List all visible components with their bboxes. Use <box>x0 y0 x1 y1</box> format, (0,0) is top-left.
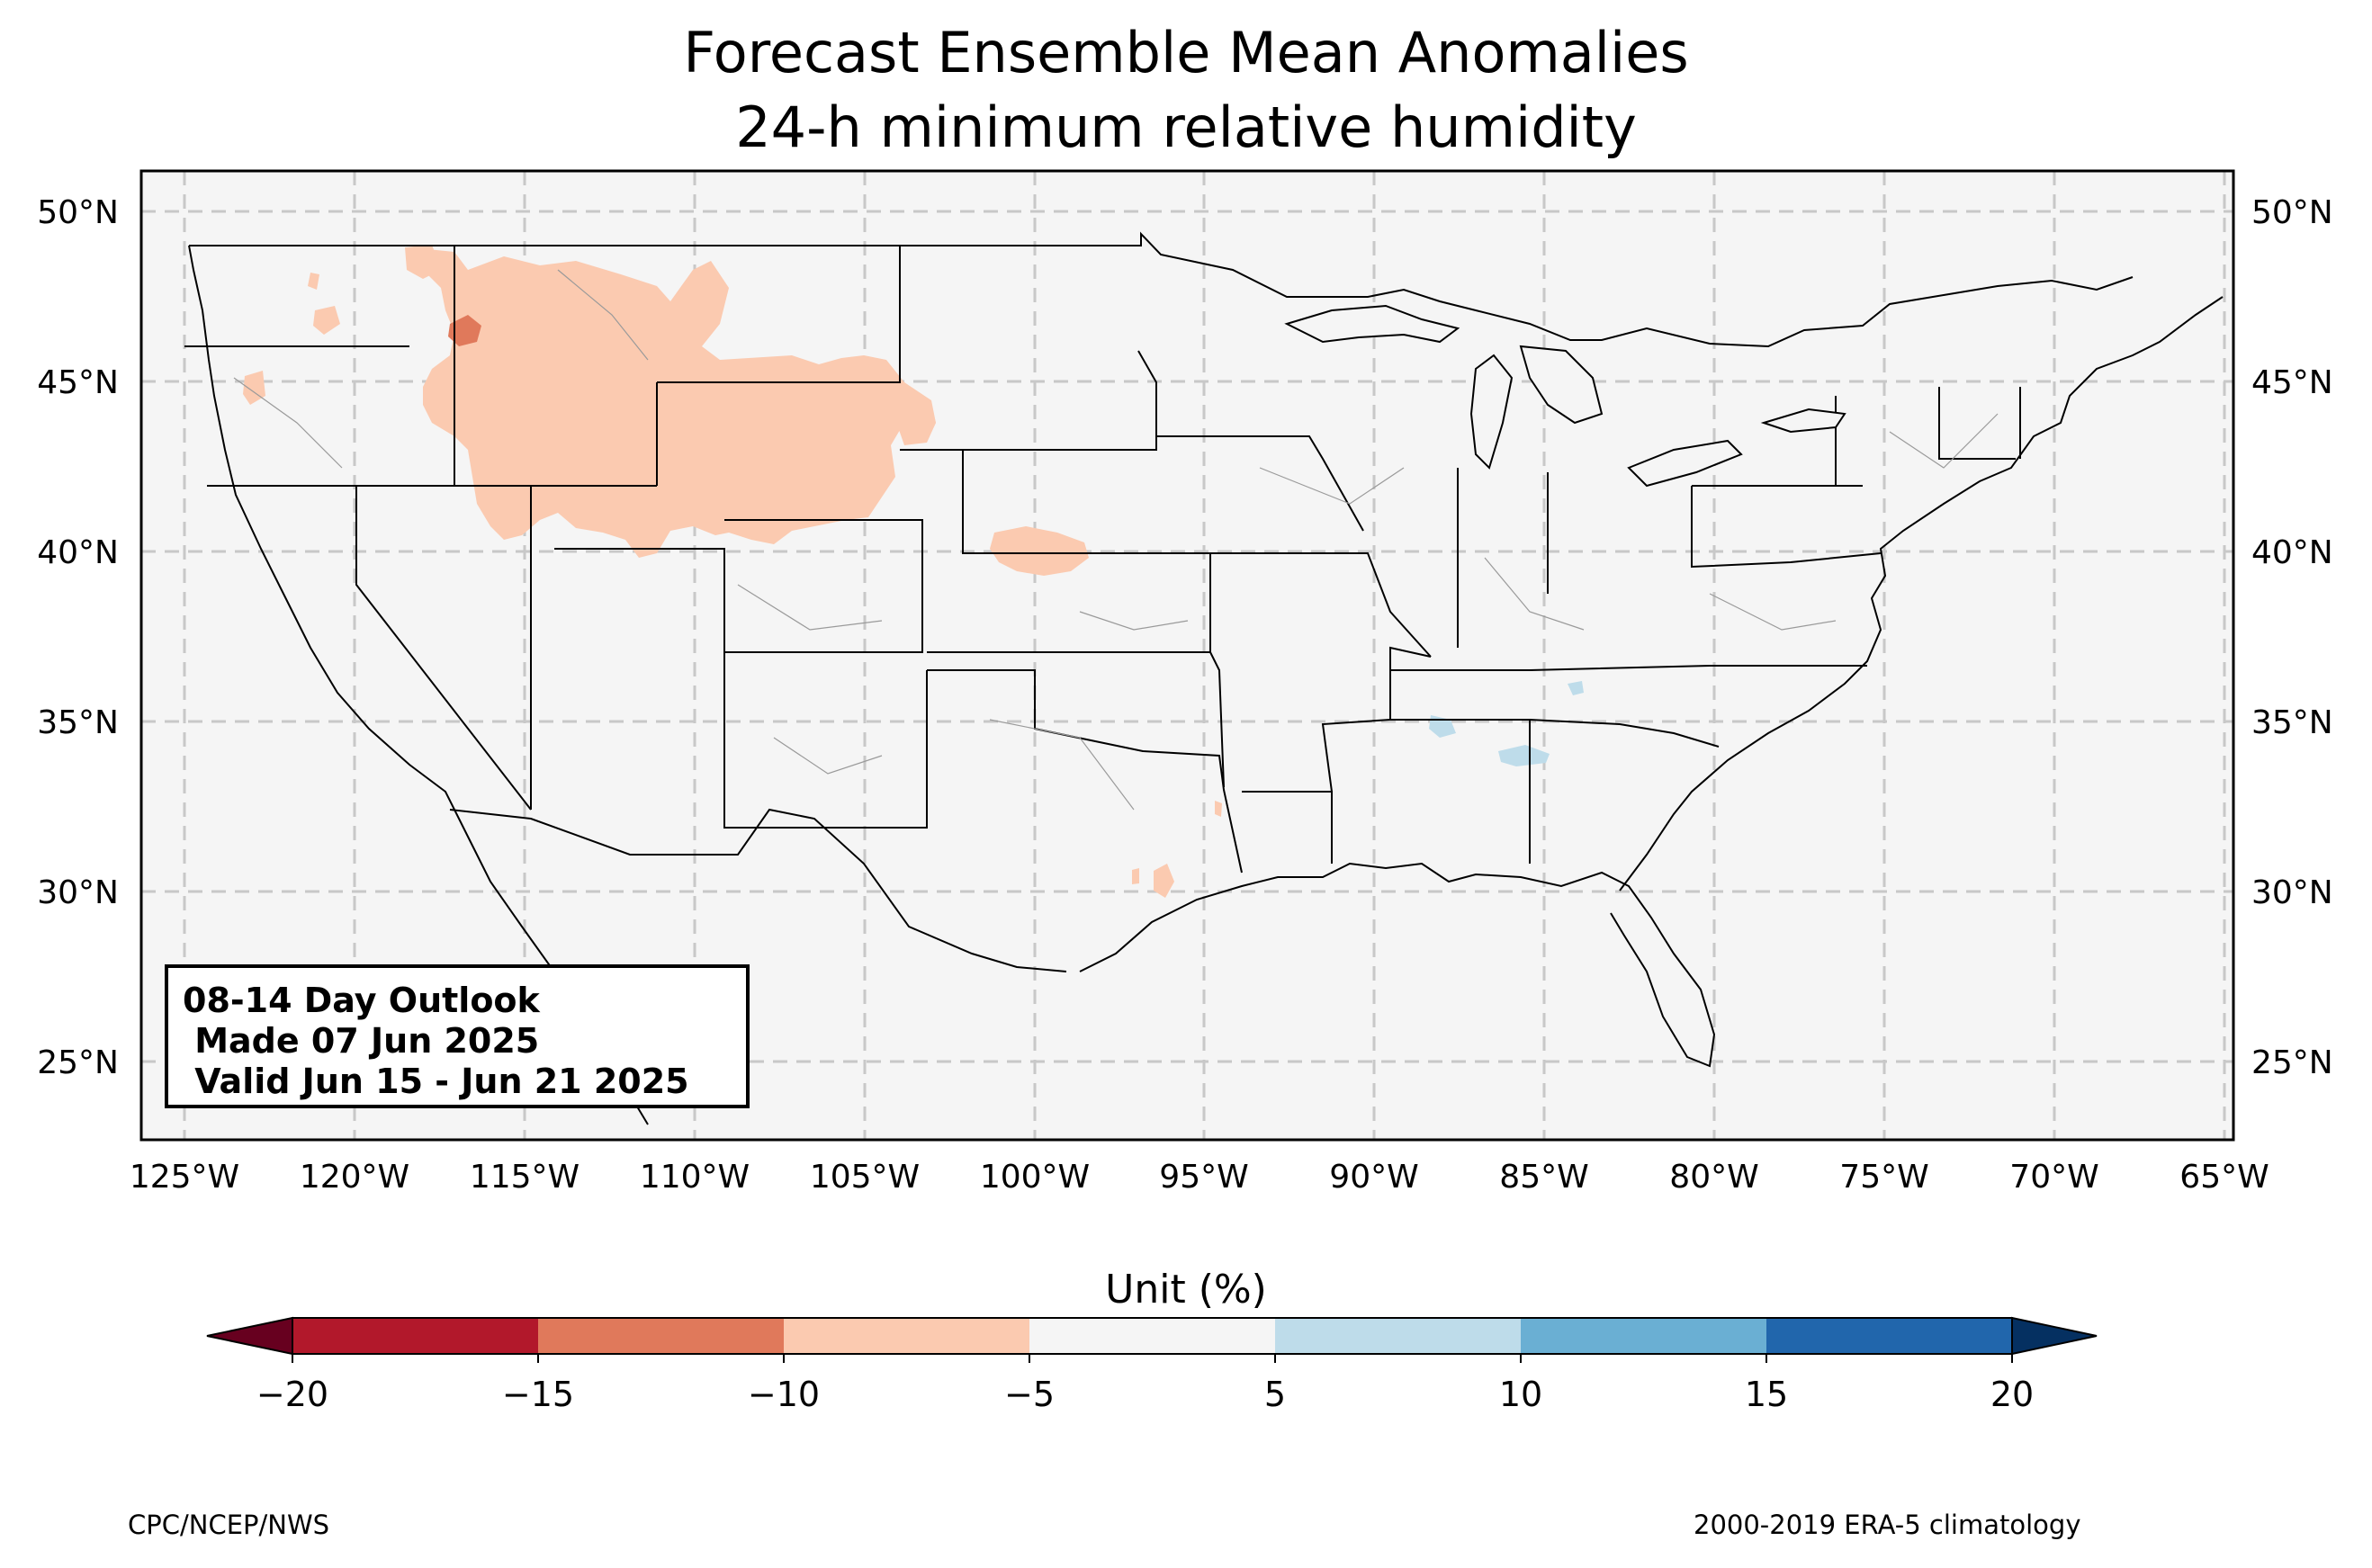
colorbar-tick-m5: −5 <box>1004 1375 1055 1414</box>
colorbar-bin-4 <box>1275 1318 1521 1354</box>
lat-label-30-right: 30°N <box>2251 874 2333 911</box>
lat-labels-left: 50°N 45°N 40°N 35°N 30°N 25°N <box>37 194 119 1081</box>
lon-label-120: 120°W <box>300 1159 409 1196</box>
climatology-text: 2000-2019 ERA-5 climatology <box>1694 1510 2081 1540</box>
lat-label-45-right: 45°N <box>2251 364 2333 401</box>
boundaries <box>184 231 2224 1125</box>
outlook-made-date: Made 07 Jun 2025 <box>183 1021 540 1061</box>
colorbar-bin-3 <box>1029 1318 1275 1354</box>
colorbar-bin-6 <box>1766 1318 2012 1354</box>
great-lakes <box>1284 304 1846 488</box>
lon-label-110: 110°W <box>640 1159 750 1196</box>
lon-label-90: 90°W <box>1329 1159 1418 1196</box>
outlook-period: 08-14 Day Outlook <box>183 981 540 1020</box>
lat-label-40-right: 40°N <box>2251 534 2333 571</box>
colorbar-tick-m20: −20 <box>256 1375 328 1414</box>
anomaly-shading <box>243 245 1584 898</box>
anomaly-northern-rockies <box>409 247 936 558</box>
lat-label-35-right: 35°N <box>2251 704 2333 741</box>
lon-label-125: 125°W <box>130 1159 239 1196</box>
anomaly-washington-dot <box>308 273 319 290</box>
lon-label-75: 75°W <box>1839 1159 1928 1196</box>
lat-labels-right: 50°N 45°N 40°N 35°N 30°N 25°N <box>2251 194 2333 1081</box>
lon-label-70: 70°W <box>2009 1159 2098 1196</box>
lat-label-25: 25°N <box>37 1044 119 1081</box>
colorbar-tick-m10: −10 <box>748 1375 820 1414</box>
anomaly-oregon-dot <box>313 306 340 335</box>
anomaly-tennessee-valley <box>1498 745 1550 766</box>
colorbar-frame <box>292 1317 2013 1355</box>
anomaly-tennessee-dot <box>1568 681 1584 695</box>
minor-boundaries <box>233 269 1999 811</box>
colorbar-bin-5 <box>1521 1318 1766 1354</box>
anomaly-texas-2 <box>1132 868 1139 884</box>
lon-label-65: 65°W <box>2179 1159 2269 1196</box>
colorbar-tick-15: 15 <box>1745 1375 1788 1414</box>
anomaly-south-dakota <box>898 394 936 445</box>
lat-label-45: 45°N <box>37 364 119 401</box>
map-frame <box>139 169 2235 1142</box>
anomaly-idaho-core <box>448 315 481 346</box>
colorbar-unit-label: Unit (%) <box>1105 1267 1267 1313</box>
outlook-valid-range: Valid Jun 15 - Jun 21 2025 <box>183 1062 689 1101</box>
colorbar-tick-10: 10 <box>1499 1375 1542 1414</box>
credit-text: CPC/NCEP/NWS <box>128 1510 330 1540</box>
colorbar-bin-1 <box>538 1318 784 1354</box>
lon-label-95: 95°W <box>1159 1159 1248 1196</box>
lon-label-100: 100°W <box>980 1159 1090 1196</box>
colorbar-bin-2 <box>784 1318 1029 1354</box>
lon-label-85: 85°W <box>1499 1159 1588 1196</box>
lat-label-50: 50°N <box>37 194 119 231</box>
lat-label-30: 30°N <box>37 874 119 911</box>
lat-label-40: 40°N <box>37 534 119 571</box>
lon-label-105: 105°W <box>810 1159 920 1196</box>
colorbar-bin-0 <box>292 1318 538 1354</box>
anomaly-west-idaho <box>405 245 441 279</box>
anomaly-central-plains <box>990 526 1089 576</box>
colorbar-tick-20: 20 <box>1990 1375 2034 1414</box>
anomaly-texas-3 <box>1215 801 1222 817</box>
colorbar-tick-m15: −15 <box>502 1375 574 1414</box>
map-title: Forecast Ensemble Mean Anomalies <box>683 20 1689 85</box>
outlook-info-box: 08-14 Day Outlook Made 07 Jun 2025 Valid… <box>165 964 750 1108</box>
anomaly-mississippi <box>1429 715 1456 738</box>
colorbar-tick-5: 5 <box>1264 1375 1286 1414</box>
colorbar-extend-high <box>2011 1316 2098 1356</box>
lon-label-115: 115°W <box>470 1159 580 1196</box>
lon-labels: 125°W 120°W 115°W 110°W 105°W 100°W 95°W… <box>130 1159 2269 1196</box>
lon-label-80: 80°W <box>1669 1159 1758 1196</box>
anomaly-texas-1 <box>1154 864 1174 898</box>
lat-label-25-right: 25°N <box>2251 1044 2333 1081</box>
lat-label-50-right: 50°N <box>2251 194 2333 231</box>
lat-label-35: 35°N <box>37 704 119 741</box>
map-subtitle: 24-h minimum relative humidity <box>735 94 1637 160</box>
colorbar-extend-low <box>206 1316 293 1356</box>
colorbar: −20 −15 −10 −5 5 10 15 20 <box>206 1316 2098 1414</box>
